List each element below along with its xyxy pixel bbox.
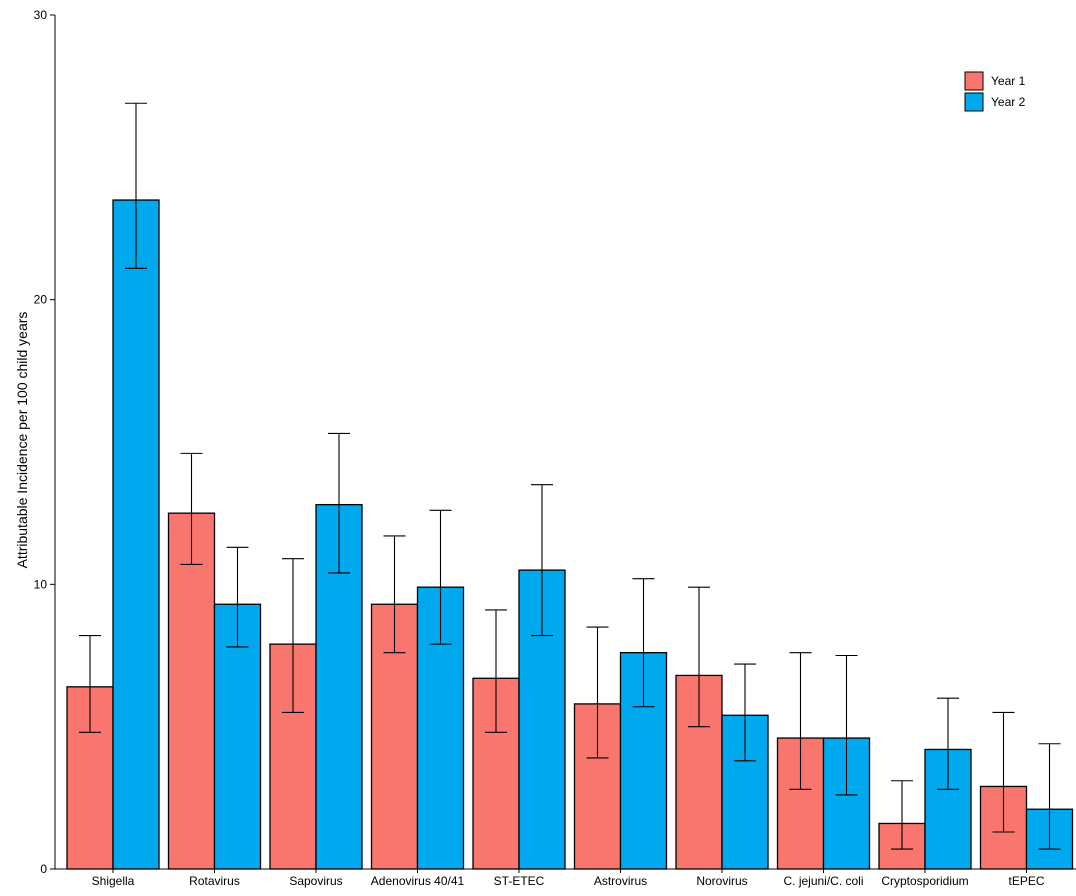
x-tick-label: Cryptosporidium [881, 874, 968, 888]
x-tick-label: Norovirus [696, 874, 747, 888]
bar-year-2[interactable] [112, 199, 160, 870]
x-tick-label: C. jejuni/C. coli [783, 874, 863, 888]
y-tick-label: 0 [40, 862, 47, 876]
bar-year-2[interactable] [213, 603, 262, 870]
y-tick-label: 30 [34, 8, 48, 22]
legend-label-year-1: Year 1 [991, 74, 1026, 88]
x-tick-label: Sapovirus [289, 874, 342, 888]
x-tick-label: ST-ETEC [494, 874, 545, 888]
bars-layer [66, 199, 1074, 870]
y-tick-label: 20 [34, 293, 48, 307]
labels-layer: Shigella Rotavirus Sapovirus Adenovirus 40/… [92, 874, 1045, 888]
error-bars-layer [79, 102, 1061, 850]
bar-year-1[interactable] [167, 512, 216, 870]
x-tick-label: Adenovirus 40/41 [371, 874, 465, 888]
y-axis-title: Attributable Incidence per 100 child yea… [14, 312, 30, 569]
x-tick-label: tEPEC [1008, 874, 1044, 888]
x-tick-label: Shigella [92, 874, 135, 888]
x-tick-label: Astrovirus [594, 874, 647, 888]
x-tick-label: Rotavirus [189, 874, 240, 888]
legend-label-year-2: Year 2 [991, 95, 1026, 109]
y-tick-label: 10 [34, 577, 48, 591]
legend-swatch-year-1[interactable] [964, 71, 984, 91]
legend-swatch-year-2[interactable] [964, 92, 984, 112]
legend[interactable]: Year 1 Year 2 [964, 71, 1026, 112]
